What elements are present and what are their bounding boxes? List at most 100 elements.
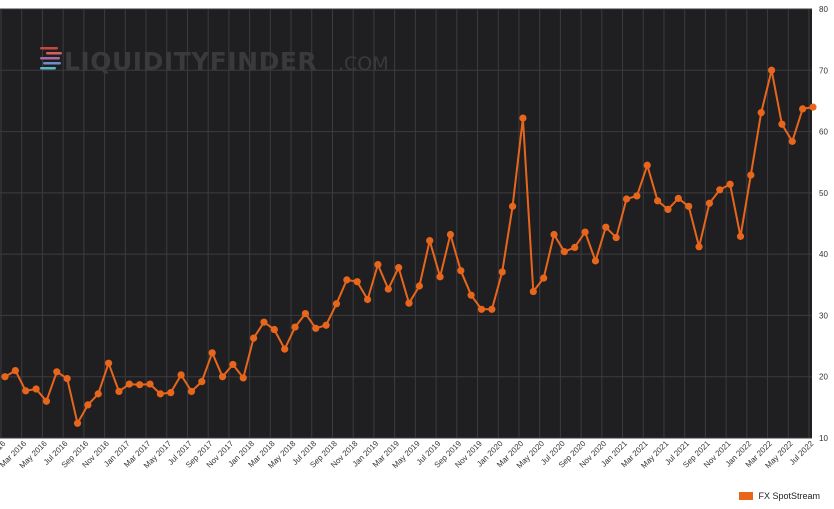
y-tick-label: 50 (819, 189, 828, 198)
data-point[interactable] (799, 105, 807, 113)
data-point[interactable] (260, 318, 268, 326)
data-point[interactable] (1, 373, 9, 381)
data-point[interactable] (42, 397, 51, 405)
data-point[interactable] (136, 381, 144, 389)
legend-label: FX SpotStream (758, 491, 820, 501)
data-point[interactable] (374, 260, 382, 269)
data-point[interactable] (322, 321, 330, 329)
data-point[interactable] (177, 371, 185, 379)
watermark-brand-suffix: .COM (338, 53, 389, 75)
data-point[interactable] (571, 243, 579, 252)
y-tick-label: 80 (819, 5, 828, 14)
data-point[interactable] (229, 360, 237, 369)
data-point[interactable] (457, 267, 465, 275)
data-point[interactable] (550, 230, 558, 239)
plot-background (0, 9, 812, 438)
data-point[interactable] (156, 390, 164, 398)
data-point[interactable] (353, 278, 361, 286)
data-point[interactable] (239, 374, 247, 382)
data-point[interactable] (581, 228, 589, 236)
data-point[interactable] (809, 103, 817, 111)
data-point[interactable] (22, 387, 30, 395)
data-point[interactable] (736, 232, 745, 240)
data-point[interactable] (716, 186, 724, 194)
data-point[interactable] (519, 114, 527, 122)
data-point[interactable] (664, 205, 672, 214)
data-point[interactable] (602, 223, 610, 231)
data-point[interactable] (415, 282, 423, 290)
data-point[interactable] (405, 299, 413, 307)
data-point[interactable] (747, 171, 755, 179)
data-point[interactable] (281, 345, 289, 353)
data-point[interactable] (529, 287, 537, 296)
data-point[interactable] (778, 120, 786, 128)
data-point[interactable] (695, 243, 703, 251)
data-point[interactable] (11, 366, 19, 375)
data-point[interactable] (591, 257, 600, 265)
data-point[interactable] (208, 349, 216, 357)
legend[interactable]: FX SpotStream (739, 491, 820, 501)
data-point[interactable] (94, 390, 102, 398)
data-point[interactable] (654, 197, 662, 205)
data-point[interactable] (436, 273, 444, 281)
data-point[interactable] (685, 202, 693, 210)
data-point[interactable] (125, 380, 133, 388)
y-tick-label: 10 (819, 434, 828, 443)
grid-lines (0, 8, 812, 439)
data-point[interactable] (477, 305, 486, 313)
data-point[interactable] (343, 276, 351, 284)
data-point[interactable] (788, 137, 796, 145)
data-point[interactable] (363, 295, 372, 304)
data-point[interactable] (198, 378, 206, 386)
data-point[interactable] (395, 264, 403, 272)
data-point[interactable] (767, 66, 776, 74)
y-axis-tick-labels: 10 20 30 40 50 60 70 80 (819, 5, 828, 443)
data-point[interactable] (301, 309, 310, 318)
brand-watermark: LIQUIDITYFINDER .COM (40, 47, 389, 76)
data-point[interactable] (32, 385, 40, 393)
watermark-brand-name: LIQUIDITYFINDER (64, 47, 317, 76)
data-point[interactable] (633, 192, 641, 200)
data-point[interactable] (63, 374, 71, 383)
data-point[interactable] (250, 334, 258, 342)
data-point[interactable] (104, 359, 113, 367)
data-point[interactable] (705, 199, 714, 207)
data-point[interactable] (726, 180, 734, 188)
data-point[interactable] (218, 373, 227, 381)
data-point[interactable] (560, 248, 568, 256)
data-point[interactable] (115, 387, 123, 396)
data-point[interactable] (187, 387, 196, 396)
data-point[interactable] (498, 268, 506, 276)
data-point[interactable] (612, 233, 620, 242)
data-point[interactable] (270, 325, 278, 334)
data-point[interactable] (757, 108, 765, 117)
data-point[interactable] (488, 305, 496, 313)
data-point[interactable] (384, 285, 392, 293)
y-tick-label: 30 (819, 311, 828, 320)
data-point[interactable] (467, 291, 475, 299)
data-point[interactable] (426, 237, 434, 245)
data-point[interactable] (332, 300, 341, 308)
data-point[interactable] (540, 274, 548, 282)
data-point[interactable] (622, 195, 631, 203)
data-point[interactable] (53, 368, 61, 376)
liquidityfinder-logo-icon (40, 47, 62, 70)
x-tick-label: 16 (0, 439, 8, 452)
y-tick-label: 20 (819, 373, 828, 382)
y-tick-label: 60 (819, 128, 828, 137)
data-point[interactable] (674, 194, 682, 202)
data-point[interactable] (84, 401, 92, 409)
data-point[interactable] (146, 380, 154, 388)
data-point[interactable] (508, 202, 517, 210)
legend-swatch (739, 492, 754, 500)
data-point[interactable] (446, 230, 455, 239)
y-tick-label: 40 (819, 250, 828, 259)
data-point[interactable] (73, 419, 82, 427)
data-point[interactable] (167, 389, 175, 397)
series-points (1, 66, 817, 427)
data-point[interactable] (312, 324, 320, 332)
data-point[interactable] (643, 161, 651, 169)
data-point[interactable] (291, 323, 299, 331)
